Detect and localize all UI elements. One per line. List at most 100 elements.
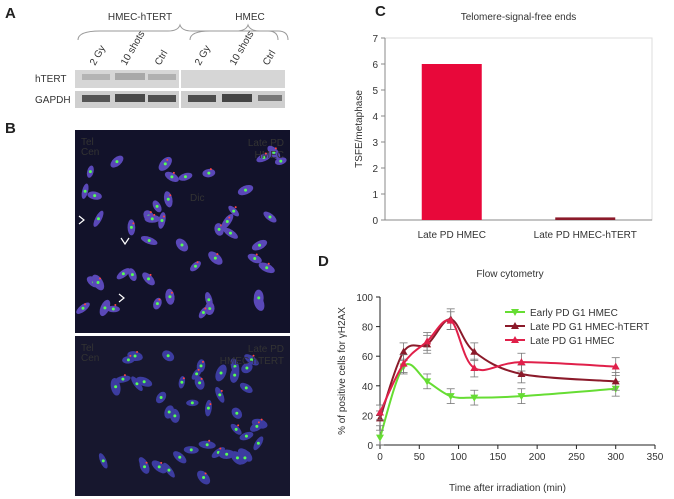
centromere: [167, 410, 171, 414]
centromere: [233, 365, 237, 369]
centromere: [155, 302, 159, 306]
centromere: [232, 209, 236, 213]
stain-label: Cen: [81, 353, 99, 364]
series-line: [379, 319, 616, 413]
centromere: [233, 373, 237, 377]
x-tick-label: 200: [529, 452, 546, 463]
y-tick-label: 3: [372, 138, 378, 149]
legend-marker: [511, 309, 519, 316]
telomere: [200, 377, 203, 380]
telomere: [252, 354, 255, 357]
centromere: [257, 296, 261, 300]
annotation: Dic: [190, 193, 204, 204]
image-caption: Late PD: [248, 344, 284, 355]
centromere: [245, 366, 249, 370]
marker: [517, 369, 526, 377]
marker: [470, 347, 479, 355]
y-tick-label: 7: [372, 34, 378, 45]
centromere: [198, 381, 202, 385]
centromere: [190, 401, 194, 405]
panel-label: C: [375, 3, 386, 20]
centromere: [235, 456, 239, 460]
telomere: [219, 447, 222, 450]
y-tick-label: 1: [372, 190, 378, 201]
legend-marker: [511, 322, 519, 329]
centromere: [114, 385, 118, 389]
telomere: [170, 291, 173, 294]
centromere: [103, 306, 107, 310]
brace: [77, 23, 279, 41]
legend-label: Early PD G1 HMEC: [530, 308, 618, 319]
marker: [517, 393, 526, 401]
centromere: [279, 159, 283, 163]
telomere: [153, 213, 156, 216]
centromere: [255, 424, 259, 428]
series-line: [379, 363, 616, 438]
centromere: [195, 372, 199, 376]
telomere: [220, 389, 223, 392]
telomere: [132, 222, 135, 225]
lane-label: 10 shots: [119, 29, 147, 67]
blot-band: [82, 95, 110, 102]
row-label: hTERT: [35, 74, 67, 85]
telomere: [182, 377, 185, 380]
y-tick-label: 40: [362, 382, 374, 393]
centromere: [244, 386, 248, 390]
centromere: [207, 298, 211, 302]
telomere: [209, 403, 212, 406]
centromere: [96, 280, 100, 284]
row-label: GAPDH: [35, 95, 71, 106]
lane-label: 2 Gy: [88, 44, 108, 68]
telomere: [123, 374, 126, 377]
centromere: [150, 217, 154, 221]
x-tick-label: 100: [450, 452, 467, 463]
centromere: [166, 197, 170, 201]
centromere: [173, 414, 177, 418]
arrowhead: [67, 314, 74, 324]
y-tick-label: 100: [356, 293, 373, 304]
centromere: [157, 465, 161, 469]
centromere: [217, 227, 221, 231]
centromere: [243, 456, 247, 460]
bar: [421, 64, 482, 220]
y-tick-label: 4: [372, 112, 378, 123]
y-axis-label: TSFE/metaphase: [354, 90, 365, 168]
chart-title: Telomere-signal-free ends: [461, 12, 577, 23]
centromere: [256, 441, 260, 445]
marker: [470, 364, 479, 372]
y-tick-label: 6: [372, 60, 378, 71]
blot-band: [222, 94, 252, 102]
arrowheads: [67, 215, 130, 324]
telomere: [237, 424, 240, 427]
centromere: [121, 272, 125, 276]
y-axis-label: % of positive cells for γH2AX: [337, 307, 348, 435]
centromere: [207, 171, 211, 175]
lane-label: Ctrl: [153, 49, 170, 68]
centromere: [166, 354, 170, 358]
telomere: [255, 253, 258, 256]
bar: [555, 217, 616, 220]
marker: [376, 408, 384, 416]
x-tick-label: 300: [607, 452, 624, 463]
centromere: [235, 411, 239, 415]
centromere: [208, 306, 212, 310]
centromere: [101, 459, 105, 463]
chromosomes: [76, 145, 287, 485]
blot-band: [148, 74, 176, 80]
centromere: [129, 225, 133, 229]
chart-title: Flow cytometry: [476, 269, 543, 280]
telomere: [267, 262, 270, 265]
centromere: [167, 468, 171, 472]
centromere: [213, 256, 217, 260]
centromere: [115, 160, 119, 164]
x-tick-label: Late PD HMEC: [418, 230, 486, 241]
legend-label: Late PD G1 HMEC: [530, 336, 614, 347]
telomere: [197, 368, 200, 371]
centromere: [168, 295, 172, 299]
x-axis-label: Time after irradiation (min): [449, 483, 566, 494]
centromere: [202, 476, 206, 480]
centromere: [126, 358, 130, 362]
telomere: [264, 152, 267, 155]
image-caption: HMEC-hTERT: [220, 356, 284, 367]
